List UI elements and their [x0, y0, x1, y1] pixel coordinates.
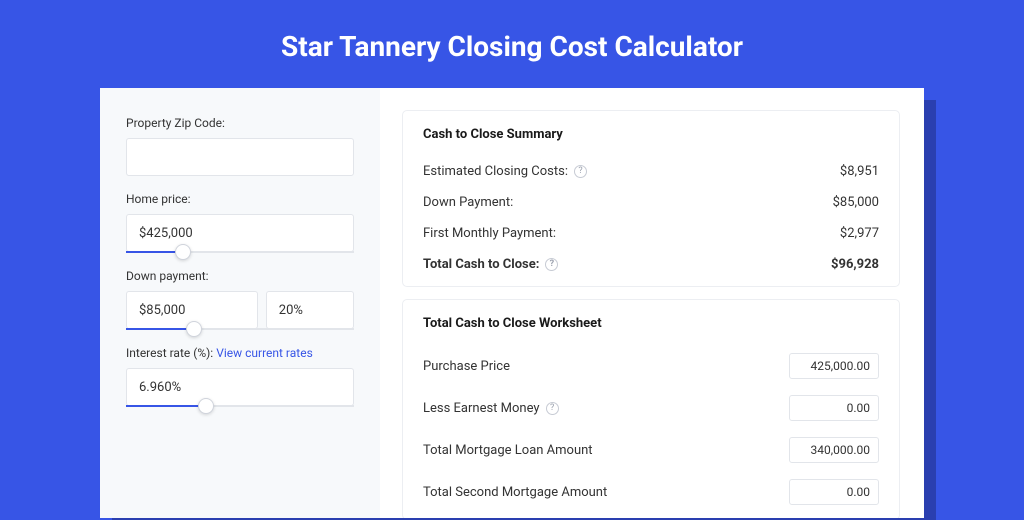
- worksheet-row-label: Less Earnest Money?: [423, 401, 559, 416]
- zip-input[interactable]: [126, 138, 354, 176]
- home-price-input[interactable]: [126, 214, 354, 252]
- home-price-label: Home price:: [126, 192, 354, 206]
- worksheet-row-label-text: Total Second Mortgage Amount: [423, 485, 607, 500]
- worksheet-row-input[interactable]: [789, 479, 879, 505]
- summary-row-label: Total Cash to Close:?: [423, 257, 558, 272]
- summary-row-label-text: First Monthly Payment:: [423, 226, 556, 241]
- summary-row: First Monthly Payment: $2,977: [423, 218, 879, 249]
- sidebar: Property Zip Code: Home price: Down paym…: [100, 88, 380, 518]
- interest-label: Interest rate (%): View current rates: [126, 346, 354, 360]
- home-price-slider-thumb[interactable]: [175, 244, 191, 260]
- summary-row: Estimated Closing Costs:? $8,951: [423, 156, 879, 187]
- summary-row-value: $2,977: [840, 226, 879, 241]
- summary-row-value: $8,951: [840, 164, 879, 179]
- field-home-price: Home price:: [126, 192, 354, 253]
- worksheet-row: Total Second Mortgage Amount: [423, 471, 879, 513]
- interest-slider-thumb[interactable]: [198, 398, 214, 414]
- worksheet-row: Less Earnest Money?: [423, 387, 879, 429]
- worksheet-row-input[interactable]: [789, 395, 879, 421]
- summary-row-label-text: Estimated Closing Costs:: [423, 164, 568, 179]
- worksheet-row-input[interactable]: [789, 437, 879, 463]
- worksheet-row: Total Mortgage Loan Amount: [423, 429, 879, 471]
- summary-row-value: $96,928: [831, 257, 879, 272]
- down-payment-slider[interactable]: [126, 328, 354, 330]
- summary-row-label: First Monthly Payment:: [423, 226, 556, 241]
- interest-label-text: Interest rate (%):: [126, 346, 216, 360]
- field-interest: Interest rate (%): View current rates: [126, 346, 354, 407]
- down-payment-label: Down payment:: [126, 269, 354, 283]
- home-price-slider[interactable]: [126, 251, 354, 253]
- field-zip: Property Zip Code:: [126, 116, 354, 176]
- summary-panel: Cash to Close Summary Estimated Closing …: [402, 110, 900, 287]
- page-title: Star Tannery Closing Cost Calculator: [0, 0, 1024, 85]
- field-down-payment: Down payment:: [126, 269, 354, 330]
- worksheet-row: Purchase Price: [423, 345, 879, 387]
- main: Cash to Close Summary Estimated Closing …: [380, 88, 924, 518]
- summary-title: Cash to Close Summary: [423, 127, 879, 142]
- worksheet-row-input[interactable]: [789, 353, 879, 379]
- summary-row: Down Payment: $85,000: [423, 187, 879, 218]
- help-icon[interactable]: ?: [546, 402, 559, 415]
- interest-slider[interactable]: [126, 405, 354, 407]
- summary-row-label: Down Payment:: [423, 195, 513, 210]
- view-rates-link[interactable]: View current rates: [216, 346, 313, 360]
- worksheet-row-label-text: Purchase Price: [423, 359, 510, 374]
- zip-label: Property Zip Code:: [126, 116, 354, 130]
- summary-row-label: Estimated Closing Costs:?: [423, 164, 587, 179]
- interest-input[interactable]: [126, 368, 354, 406]
- worksheet-title: Total Cash to Close Worksheet: [423, 316, 879, 331]
- worksheet-row-label-text: Total Mortgage Loan Amount: [423, 443, 593, 458]
- summary-row-value: $85,000: [833, 195, 879, 210]
- summary-row-label-text: Down Payment:: [423, 195, 513, 210]
- worksheet-row-label-text: Less Earnest Money: [423, 401, 540, 416]
- worksheet-row-label: Total Mortgage Loan Amount: [423, 443, 593, 458]
- summary-row: Total Cash to Close:? $96,928: [423, 249, 879, 280]
- calculator-card: Property Zip Code: Home price: Down paym…: [100, 88, 924, 518]
- down-payment-slider-thumb[interactable]: [186, 321, 202, 337]
- help-icon[interactable]: ?: [545, 258, 558, 271]
- down-payment-pct-input[interactable]: [266, 291, 354, 329]
- worksheet-row-label: Total Second Mortgage Amount: [423, 485, 607, 500]
- summary-row-label-text: Total Cash to Close:: [423, 257, 539, 272]
- help-icon[interactable]: ?: [574, 165, 587, 178]
- worksheet-panel: Total Cash to Close Worksheet Purchase P…: [402, 299, 900, 518]
- worksheet-row-label: Purchase Price: [423, 359, 510, 374]
